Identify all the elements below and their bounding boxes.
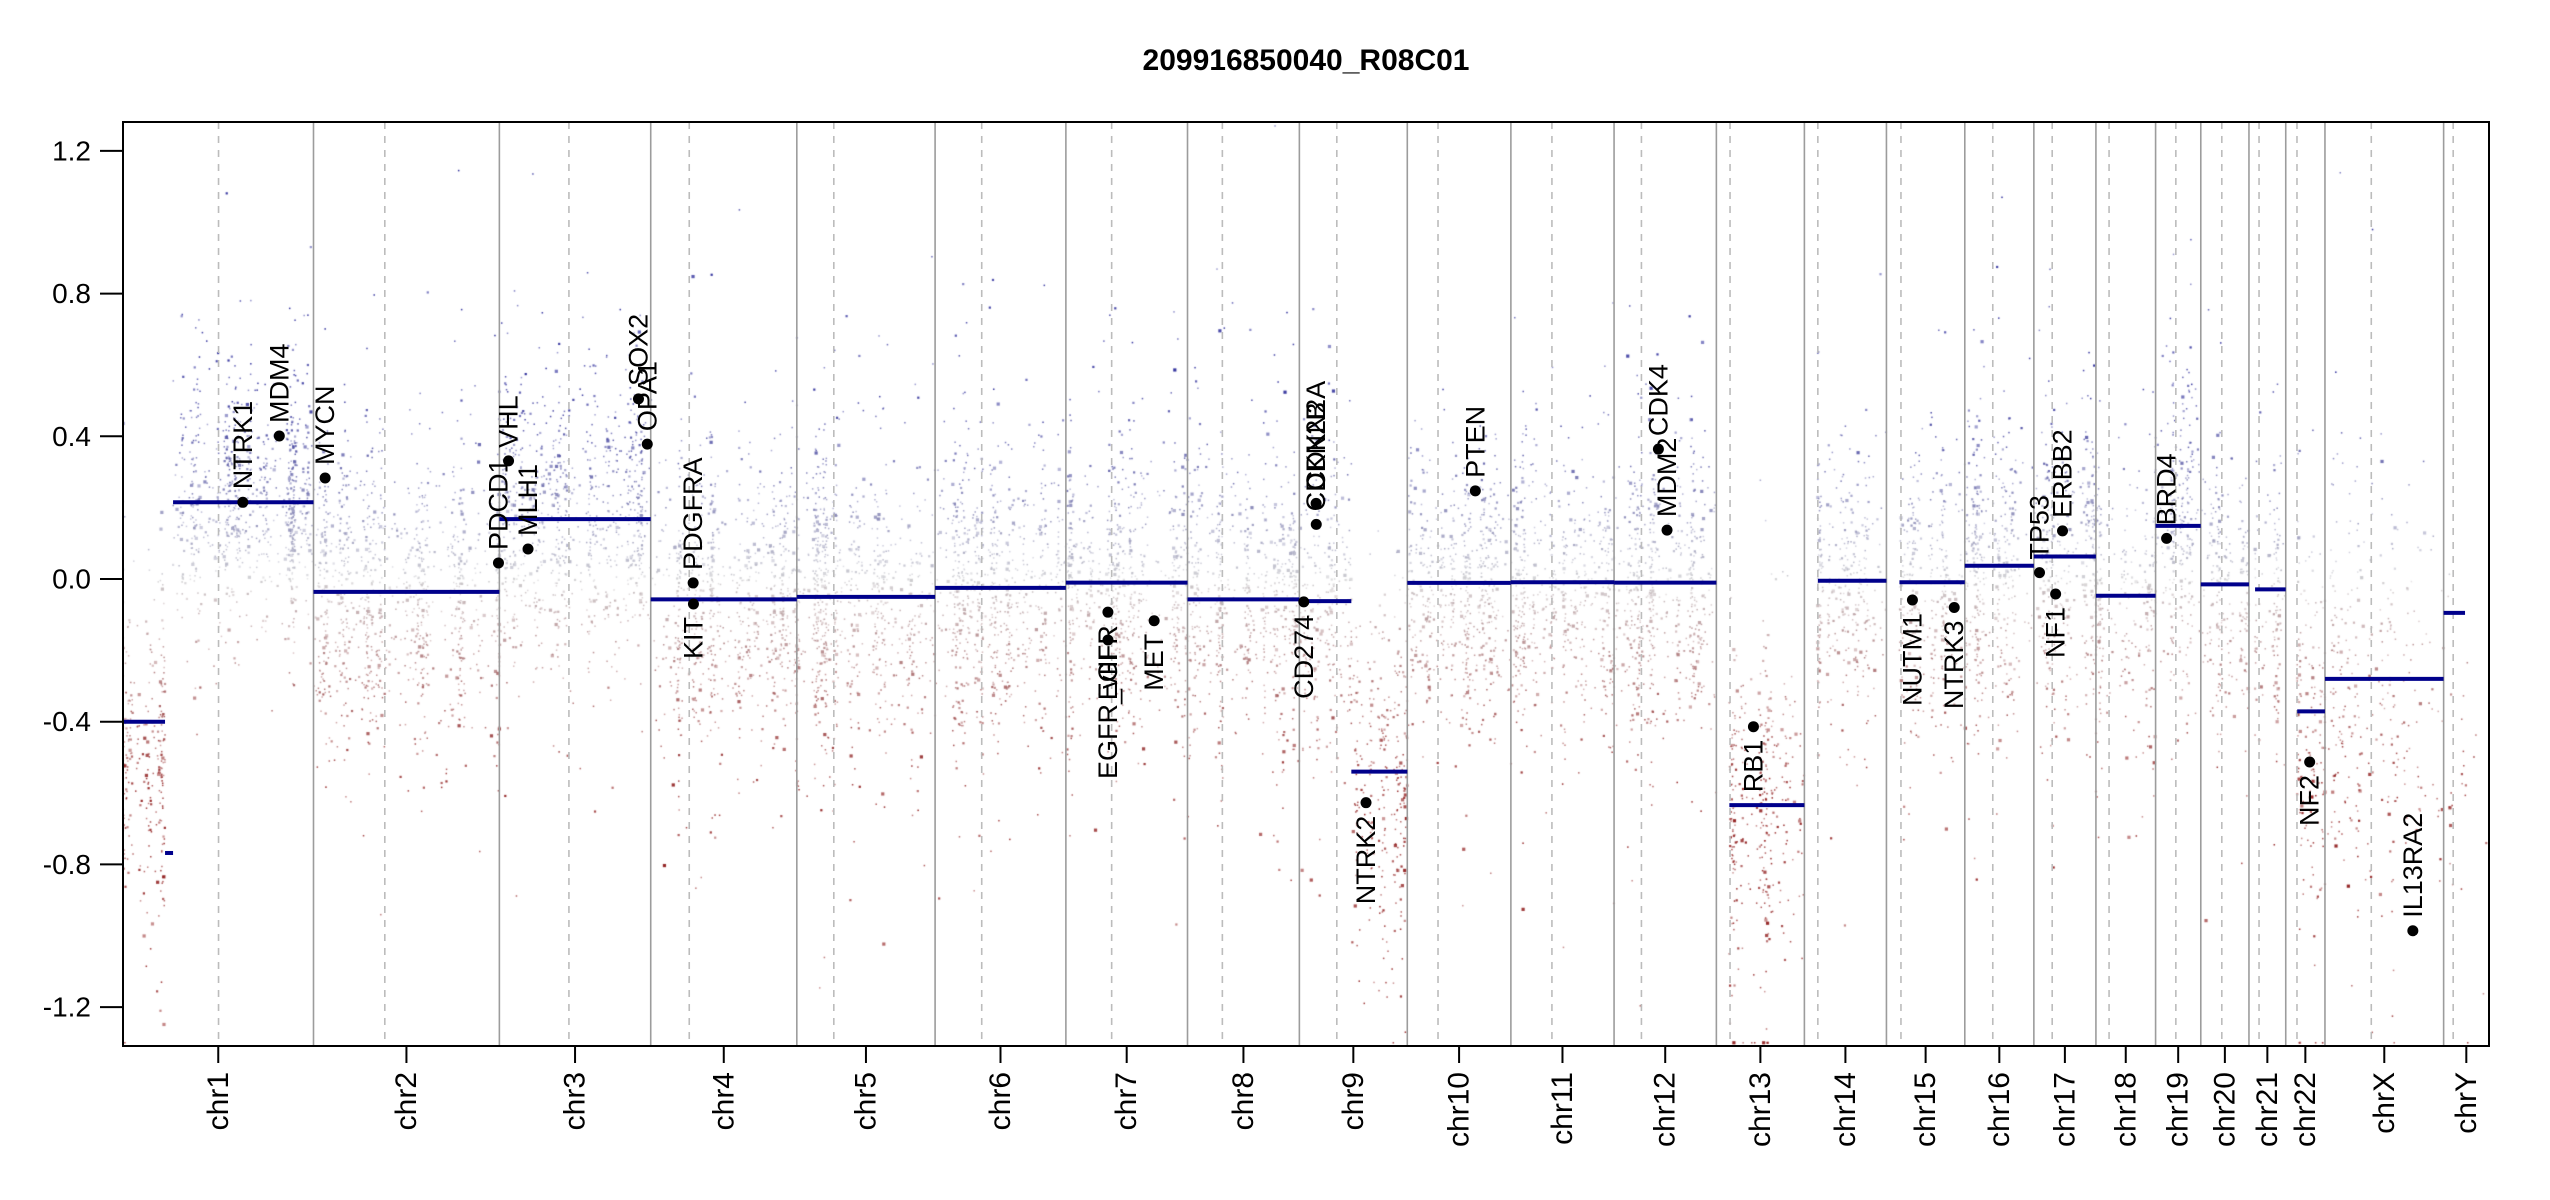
gene-label-ERBB2: ERBB2 xyxy=(2048,429,2078,518)
chromosome-label-chr16: chr16 xyxy=(1983,1072,2016,1147)
chromosome-label-chr1: chr1 xyxy=(202,1072,235,1130)
chromosome-label-chr5: chr5 xyxy=(849,1072,882,1130)
chromosome-label-chr14: chr14 xyxy=(1829,1072,1862,1147)
plot-border xyxy=(122,121,2490,1047)
gene-dot-VHL xyxy=(503,455,515,467)
gene-dot-NTRK2 xyxy=(1360,797,1372,809)
gene-dot-PDCD1 xyxy=(492,557,504,569)
gene-label-NTRK2: NTRK2 xyxy=(1351,816,1381,905)
gene-dot-NF2 xyxy=(2304,756,2316,768)
chromosome-label-chr18: chr18 xyxy=(2109,1072,2142,1147)
gene-label-MET: MET xyxy=(1139,634,1169,691)
chromosome-label-chr9: chr9 xyxy=(1337,1072,1370,1130)
chromosome-label-chr3: chr3 xyxy=(559,1072,592,1130)
gene-label-BRD4: BRD4 xyxy=(2152,453,2182,525)
chromosome-label-chr6: chr6 xyxy=(984,1072,1017,1130)
gene-dot-CDKN2A xyxy=(1310,497,1322,509)
gene-label-PTEN: PTEN xyxy=(1460,406,1490,478)
chromosome-label-chr17: chr17 xyxy=(2048,1072,2081,1147)
gene-label-NF1: NF1 xyxy=(2041,607,2071,658)
gene-label-MDM4: MDM4 xyxy=(264,343,294,423)
gene-dot-NTRK3 xyxy=(1948,602,1960,614)
chromosome-label-chr11: chr11 xyxy=(1546,1072,1579,1145)
gene-label-MYCN: MYCN xyxy=(310,386,340,466)
gene-label-MDM2: MDM2 xyxy=(1652,438,1682,518)
gene-dot-PTEN xyxy=(1469,485,1481,497)
y-tick-label: 0.0 xyxy=(52,564,91,595)
gene-label-IL13RA2: IL13RA2 xyxy=(2398,813,2428,918)
gene-dot-IL13RA2 xyxy=(2407,925,2419,937)
gene-label-CD274: CD274 xyxy=(1289,615,1319,699)
chromosome-label-chrY: chrY xyxy=(2450,1072,2483,1134)
gene-dot-MYCN xyxy=(319,472,331,484)
gene-dot-MDM2 xyxy=(1661,524,1673,536)
gene-label-NTRK3: NTRK3 xyxy=(1939,621,1969,710)
gene-label-PDCD1: PDCD1 xyxy=(483,458,513,550)
gene-dot-EGFR_vIII xyxy=(1102,634,1114,646)
gene-label-KIT: KIT xyxy=(678,617,708,659)
gene-dot-EGFR xyxy=(1102,606,1114,618)
chromosome-label-chr20: chr20 xyxy=(2208,1072,2241,1147)
gene-label-CDK4: CDK4 xyxy=(1643,364,1673,436)
gene-dot-RB1 xyxy=(1747,721,1759,733)
gene-label-NUTM1: NUTM1 xyxy=(1897,613,1927,706)
gene-dot-OPA1 xyxy=(641,438,653,450)
gene-label-TP53: TP53 xyxy=(2025,495,2055,560)
y-tick-label: -0.4 xyxy=(43,706,91,737)
chromosome-label-chr13: chr13 xyxy=(1744,1072,1777,1147)
gene-dot-NF1 xyxy=(2050,588,2062,600)
gene-label-VHL: VHL xyxy=(494,395,524,448)
gene-dot-TP53 xyxy=(2034,567,2046,579)
chromosome-label-chr21: chr21 xyxy=(2251,1072,2284,1147)
chromosome-label-chr7: chr7 xyxy=(1110,1072,1143,1130)
chromosome-label-chr10: chr10 xyxy=(1443,1072,1476,1147)
chromosome-label-chr19: chr19 xyxy=(2162,1072,2195,1147)
chromosome-label-chr12: chr12 xyxy=(1649,1072,1682,1147)
gene-dot-NTRK1 xyxy=(237,496,249,508)
gene-dot-MET xyxy=(1148,615,1160,627)
chromosome-label-chr4: chr4 xyxy=(707,1072,740,1130)
gene-dot-KIT xyxy=(687,598,699,610)
gene-label-CDKN2A: CDKN2A xyxy=(1301,381,1331,491)
plot-title: 209916850040_R08C01 xyxy=(1142,44,1470,77)
chromosome-label-chr2: chr2 xyxy=(390,1072,423,1130)
y-tick-label: 0.4 xyxy=(52,421,91,452)
gene-dot-ERBB2 xyxy=(2057,525,2069,537)
y-tick-label: -0.8 xyxy=(43,849,91,880)
chromosome-label-chr8: chr8 xyxy=(1227,1072,1260,1130)
gene-label-MLH1: MLH1 xyxy=(513,464,543,536)
gene-label-CDKN2B: CDKN2B xyxy=(1301,402,1331,512)
y-tick-label: -1.2 xyxy=(43,992,91,1023)
chromosome-label-chr15: chr15 xyxy=(1909,1072,1942,1147)
gene-dot-MDM4 xyxy=(273,430,285,442)
gene-dot-CD274 xyxy=(1298,596,1310,608)
gene-label-NF2: NF2 xyxy=(2295,775,2325,826)
y-tick-label: 0.8 xyxy=(52,278,91,309)
gene-label-SOX2: SOX2 xyxy=(623,314,653,386)
gene-dot-CDK4 xyxy=(1652,443,1664,455)
gene-dot-NUTM1 xyxy=(1906,594,1918,606)
gene-label-RB1: RB1 xyxy=(1738,740,1768,793)
chromosome-label-chrX: chrX xyxy=(2368,1072,2401,1134)
gene-dot-SOX2 xyxy=(632,393,644,405)
gene-label-PDGFRA: PDGFRA xyxy=(678,457,708,570)
gene-label-NTRK1: NTRK1 xyxy=(228,401,258,490)
gene-dot-PDGFRA xyxy=(687,577,699,589)
chromosome-label-chr22: chr22 xyxy=(2289,1072,2322,1147)
gene-dot-CDKN2B xyxy=(1310,518,1322,530)
y-tick-label: 1.2 xyxy=(52,135,91,166)
gene-dot-MLH1 xyxy=(522,543,534,555)
gene-label-EGFR_vIII: EGFR_vIII xyxy=(1093,653,1123,779)
gene-label-OPA1: OPA1 xyxy=(632,361,662,431)
gene-dot-BRD4 xyxy=(2161,532,2173,544)
